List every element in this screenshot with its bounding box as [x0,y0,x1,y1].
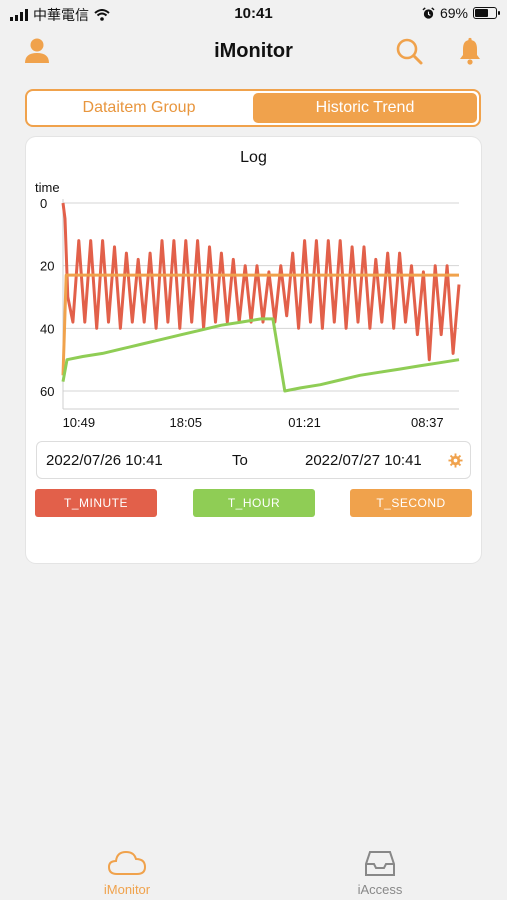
battery-percent: 69% [439,5,468,21]
signal-icon [10,9,28,21]
app-title: iMonitor [214,40,293,62]
series-line-t-hour [61,317,460,393]
bottom-tab-iaccess-label: iAccess [357,882,403,897]
search-icon[interactable] [394,36,424,66]
y-tick-label: 60 [40,384,54,399]
status-left: 中華電信 [10,5,110,25]
status-bar: 中華電信 10:41 69% [0,0,507,28]
x-tick-label: 10:49 [63,415,96,430]
y-tick-label: 20 [40,259,54,274]
bottom-tab-bar: iMonitor iAccess [0,830,507,900]
y-tick-label: 40 [40,321,54,336]
status-right: 69% [422,5,500,21]
y-axis-label: time [35,180,60,195]
carrier-label: 中華電信 [33,7,89,23]
tab-historic-trend[interactable]: Historic Trend [253,93,477,123]
gear-icon[interactable] [448,453,463,468]
wifi-icon [94,9,110,21]
x-tick-label: 08:37 [411,415,444,430]
alarm-icon [422,6,435,19]
range-to-label: To [232,452,248,469]
range-end[interactable]: 2022/07/27 10:41 [305,452,422,469]
bell-icon[interactable] [455,36,485,66]
series-line-t-minute [61,202,461,362]
date-range-selector[interactable]: 2022/07/26 10:41 To 2022/07/27 10:41 [36,441,471,479]
range-start[interactable]: 2022/07/26 10:41 [46,452,163,469]
battery-icon [473,7,500,19]
bottom-tab-imonitor-label: iMonitor [103,882,151,897]
legend-t-hour[interactable]: T_HOUR [193,489,315,517]
chart-title: Log [240,149,267,166]
status-time: 10:41 [234,5,273,22]
legend-t-second[interactable]: T_SECOND [350,489,472,517]
inbox-icon [365,851,395,876]
trend-chart[interactable]: time 60 40 20 0 10:49 18:05 01:21 08:37 [26,137,481,437]
x-tick-label: 18:05 [169,415,202,430]
trend-card: Log time 60 40 20 0 10:49 18:05 01:21 08:37 20… [26,137,481,563]
user-icon[interactable] [22,36,52,66]
y-tick-label: 0 [40,196,47,211]
cloud-icon [107,850,147,875]
bottom-tab-iaccess[interactable]: iAccess [340,848,420,897]
bottom-tab-imonitor[interactable]: iMonitor [87,848,167,897]
legend-t-minute[interactable]: T_MINUTE [35,489,157,517]
series-line-t-second [61,273,459,376]
x-tick-label: 01:21 [288,415,321,430]
view-tabs: Dataitem Group Historic Trend [25,89,481,127]
app-header: iMonitor [0,28,507,78]
tab-dataitem-group[interactable]: Dataitem Group [82,99,196,116]
